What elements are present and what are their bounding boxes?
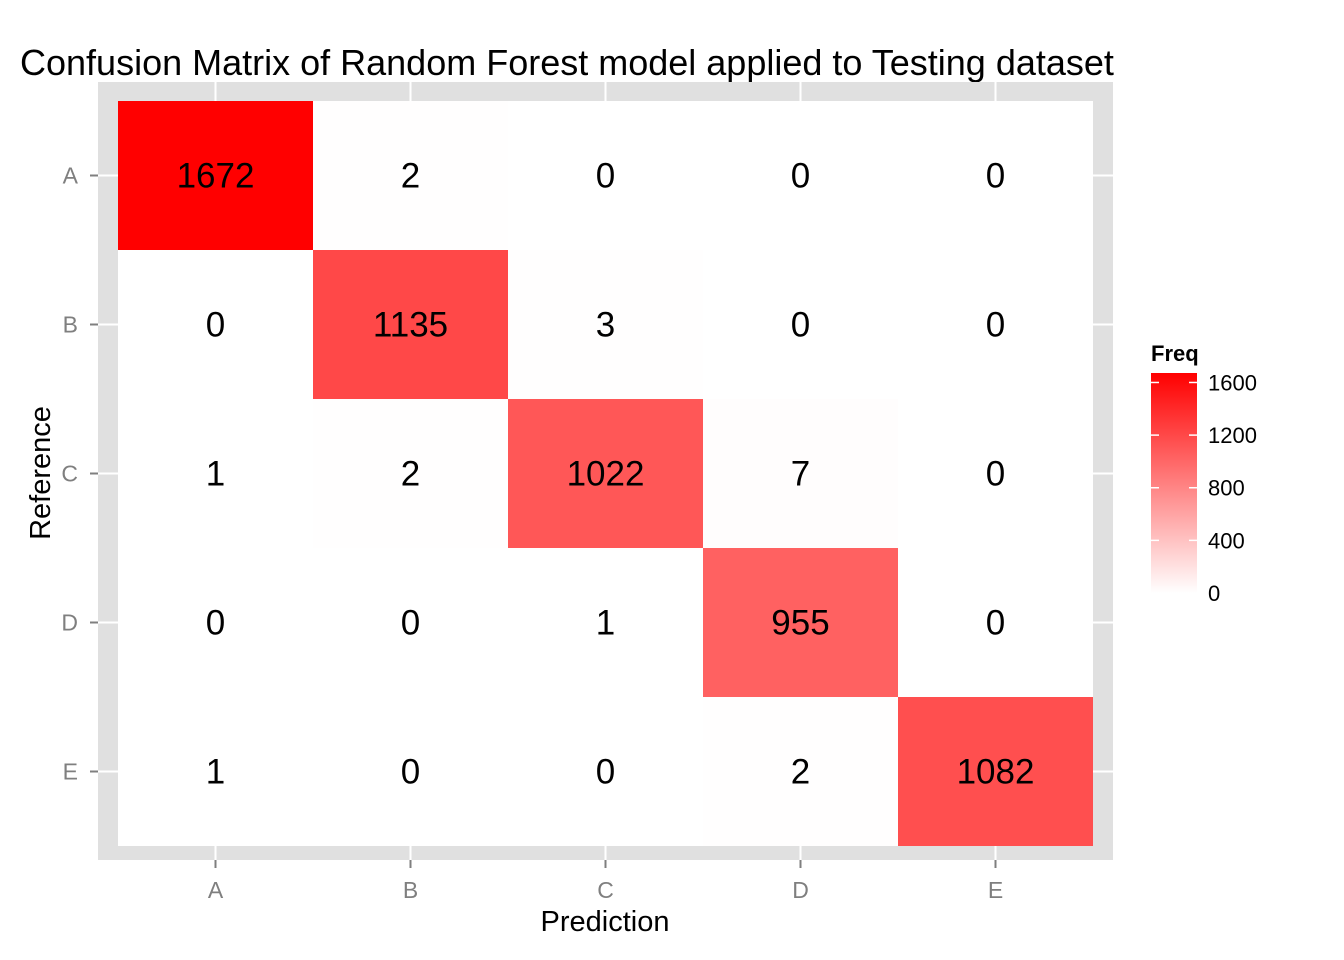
y-axis: A B C D E [61,163,98,785]
legend: Freq 0 400 800 1200 1600 [1151,341,1257,606]
x-tick-label: A [208,877,224,903]
cell-value-label: 0 [596,753,615,792]
cell-value-label: 7 [791,455,810,494]
heatmap-cell [703,101,898,250]
heatmap-cell [703,548,898,697]
x-axis: A B C D E [208,860,1003,903]
heatmap-cell [118,250,313,399]
heatmap-cell [313,250,508,399]
heatmap-cell [898,399,1093,548]
heatmap-cell [313,697,508,846]
heatmap-cell [118,399,313,548]
heatmap-cell [898,250,1093,399]
cell-value-label: 2 [401,157,420,196]
heatmap-cell [508,250,703,399]
x-tick-label: E [988,877,1003,903]
heatmap-cell [508,548,703,697]
cell-value-label: 3 [596,306,615,345]
heatmap-cell [898,697,1093,846]
cell-value-label: 0 [596,157,615,196]
cell-value-label: 0 [791,157,810,196]
cell-value-label: 2 [791,753,810,792]
heatmap-cell [703,697,898,846]
heatmap-cell [703,399,898,548]
heatmap-cell [118,697,313,846]
cell-value-label: 0 [206,306,225,345]
x-tick-label: C [597,877,614,903]
heatmap-cell [118,548,313,697]
legend-tick-label: 0 [1208,581,1220,606]
heatmap-cell [898,548,1093,697]
heatmap-cell [313,399,508,548]
heatmap-cell [703,250,898,399]
cell-value-label: 0 [401,753,420,792]
heatmap-cell [313,101,508,250]
heatmap-cells [118,101,1093,846]
x-axis-title: Prediction [541,906,670,938]
heatmap-cell [898,101,1093,250]
cell-value-label: 1082 [957,753,1035,792]
cell-value-label: 1672 [177,157,255,196]
cell-value-label: 0 [206,604,225,643]
y-tick-label: C [61,461,78,487]
heatmap-cell [508,399,703,548]
cell-value-label: 1 [206,753,225,792]
cell-value-labels: 1672 2 0 0 0 0 1135 3 0 0 1 2 1022 7 0 0 0 1 955 0 1 0 0 2 1082 [177,157,1035,792]
cell-value-label: 1 [206,455,225,494]
legend-colorbar [1151,373,1197,593]
cell-value-label: 1 [596,604,615,643]
y-tick-label: D [61,610,78,636]
cell-value-label: 0 [986,604,1005,643]
legend-ticks: 0 400 800 1200 1600 [1151,370,1257,606]
heatmap-cell [118,101,313,250]
cell-value-label: 0 [401,604,420,643]
cell-value-label: 0 [986,306,1005,345]
legend-title: Freq [1151,341,1199,366]
cell-value-label: 2 [401,455,420,494]
legend-tick-label: 1600 [1208,370,1257,395]
legend-tick-label: 1200 [1208,423,1257,448]
cell-value-label: 1135 [373,306,448,345]
x-tick-label: B [403,877,418,903]
cell-value-label: 955 [771,604,829,643]
heatmap-cell [313,548,508,697]
y-tick-label: E [63,759,78,785]
heatmap-cell [508,101,703,250]
heatmap-cell [508,697,703,846]
x-tick-label: D [792,877,809,903]
y-tick-label: A [63,163,79,189]
cell-value-label: 0 [791,306,810,345]
cell-value-label: 0 [986,157,1005,196]
cell-value-label: 0 [986,455,1005,494]
legend-tick-label: 400 [1208,528,1245,553]
legend-tick-label: 800 [1208,476,1245,501]
y-axis-title: Reference [25,406,57,540]
chart-title: Confusion Matrix of Random Forest model … [20,42,1114,83]
cell-value-label: 1022 [567,455,645,494]
y-tick-label: B [63,312,78,338]
